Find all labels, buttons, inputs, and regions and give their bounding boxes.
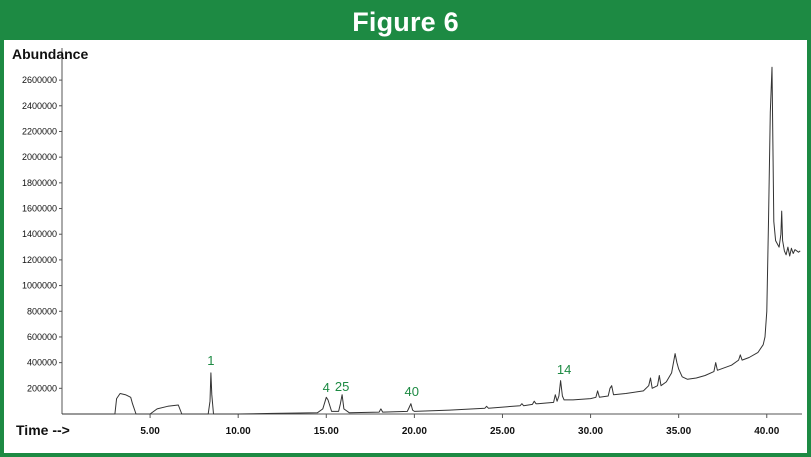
x-tick-label: 15.00 bbox=[314, 426, 339, 437]
y-tick-label: 800000 bbox=[27, 306, 57, 316]
peak-label: 1 bbox=[207, 353, 214, 368]
y-tick-label: 1400000 bbox=[22, 229, 57, 239]
chromatogram-trace bbox=[62, 66, 801, 415]
y-tick-label: 2400000 bbox=[22, 101, 57, 111]
x-tick-label: 20.00 bbox=[402, 426, 427, 437]
y-tick-label: 1000000 bbox=[22, 281, 57, 291]
y-tick-label: 400000 bbox=[27, 358, 57, 368]
y-axis-ticks: 200000 400000 600000 800000 1000000 1200000 14… bbox=[22, 75, 62, 393]
peak-label: 4 bbox=[323, 380, 330, 395]
x-axis-ticks: 5.00 10.00 15.00 20.00 25.00 30.00 35.00 40.00 bbox=[140, 414, 780, 437]
plot-area: 2000004000006000008000001000000120000014… bbox=[22, 48, 802, 437]
x-tick-label: 40.00 bbox=[754, 426, 779, 437]
y-tick-label: 200000 bbox=[27, 383, 57, 393]
x-tick-label: 35.00 bbox=[666, 426, 691, 437]
y-tick-label: 1800000 bbox=[22, 178, 57, 188]
y-tick-label: 2600000 bbox=[22, 75, 57, 85]
y-axis-label: Abundance bbox=[12, 46, 88, 62]
y-tick-label: 2200000 bbox=[22, 126, 57, 136]
peak-label: 25 bbox=[335, 379, 349, 394]
figure-title: Figure 6 bbox=[352, 6, 459, 37]
title-bar: Figure 6 bbox=[4, 4, 807, 40]
peak-label: 40 bbox=[405, 384, 419, 399]
x-tick-label: 30.00 bbox=[578, 426, 603, 437]
y-tick-label: 1600000 bbox=[22, 204, 57, 214]
y-tick-label: 2000000 bbox=[22, 152, 57, 162]
chromatogram-chart: 2000004000006000008000001000000120000014… bbox=[12, 46, 802, 438]
y-tick-label: 1200000 bbox=[22, 255, 57, 265]
peak-label: 14 bbox=[557, 362, 571, 377]
x-axis-label: Time --> bbox=[16, 422, 70, 438]
x-tick-label: 5.00 bbox=[140, 426, 160, 437]
x-tick-label: 10.00 bbox=[226, 426, 251, 437]
x-tick-label: 25.00 bbox=[490, 426, 515, 437]
y-tick-label: 600000 bbox=[27, 332, 57, 342]
